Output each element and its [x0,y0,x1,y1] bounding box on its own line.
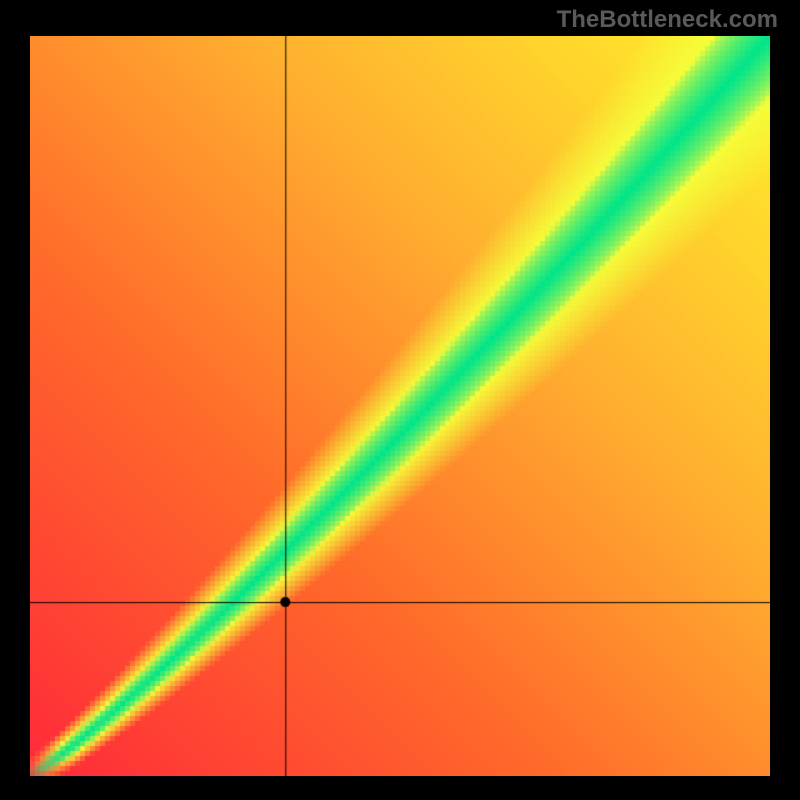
watermark-text: TheBottleneck.com [557,6,778,34]
bottleneck-heatmap [30,36,770,776]
heatmap-canvas [30,36,770,776]
